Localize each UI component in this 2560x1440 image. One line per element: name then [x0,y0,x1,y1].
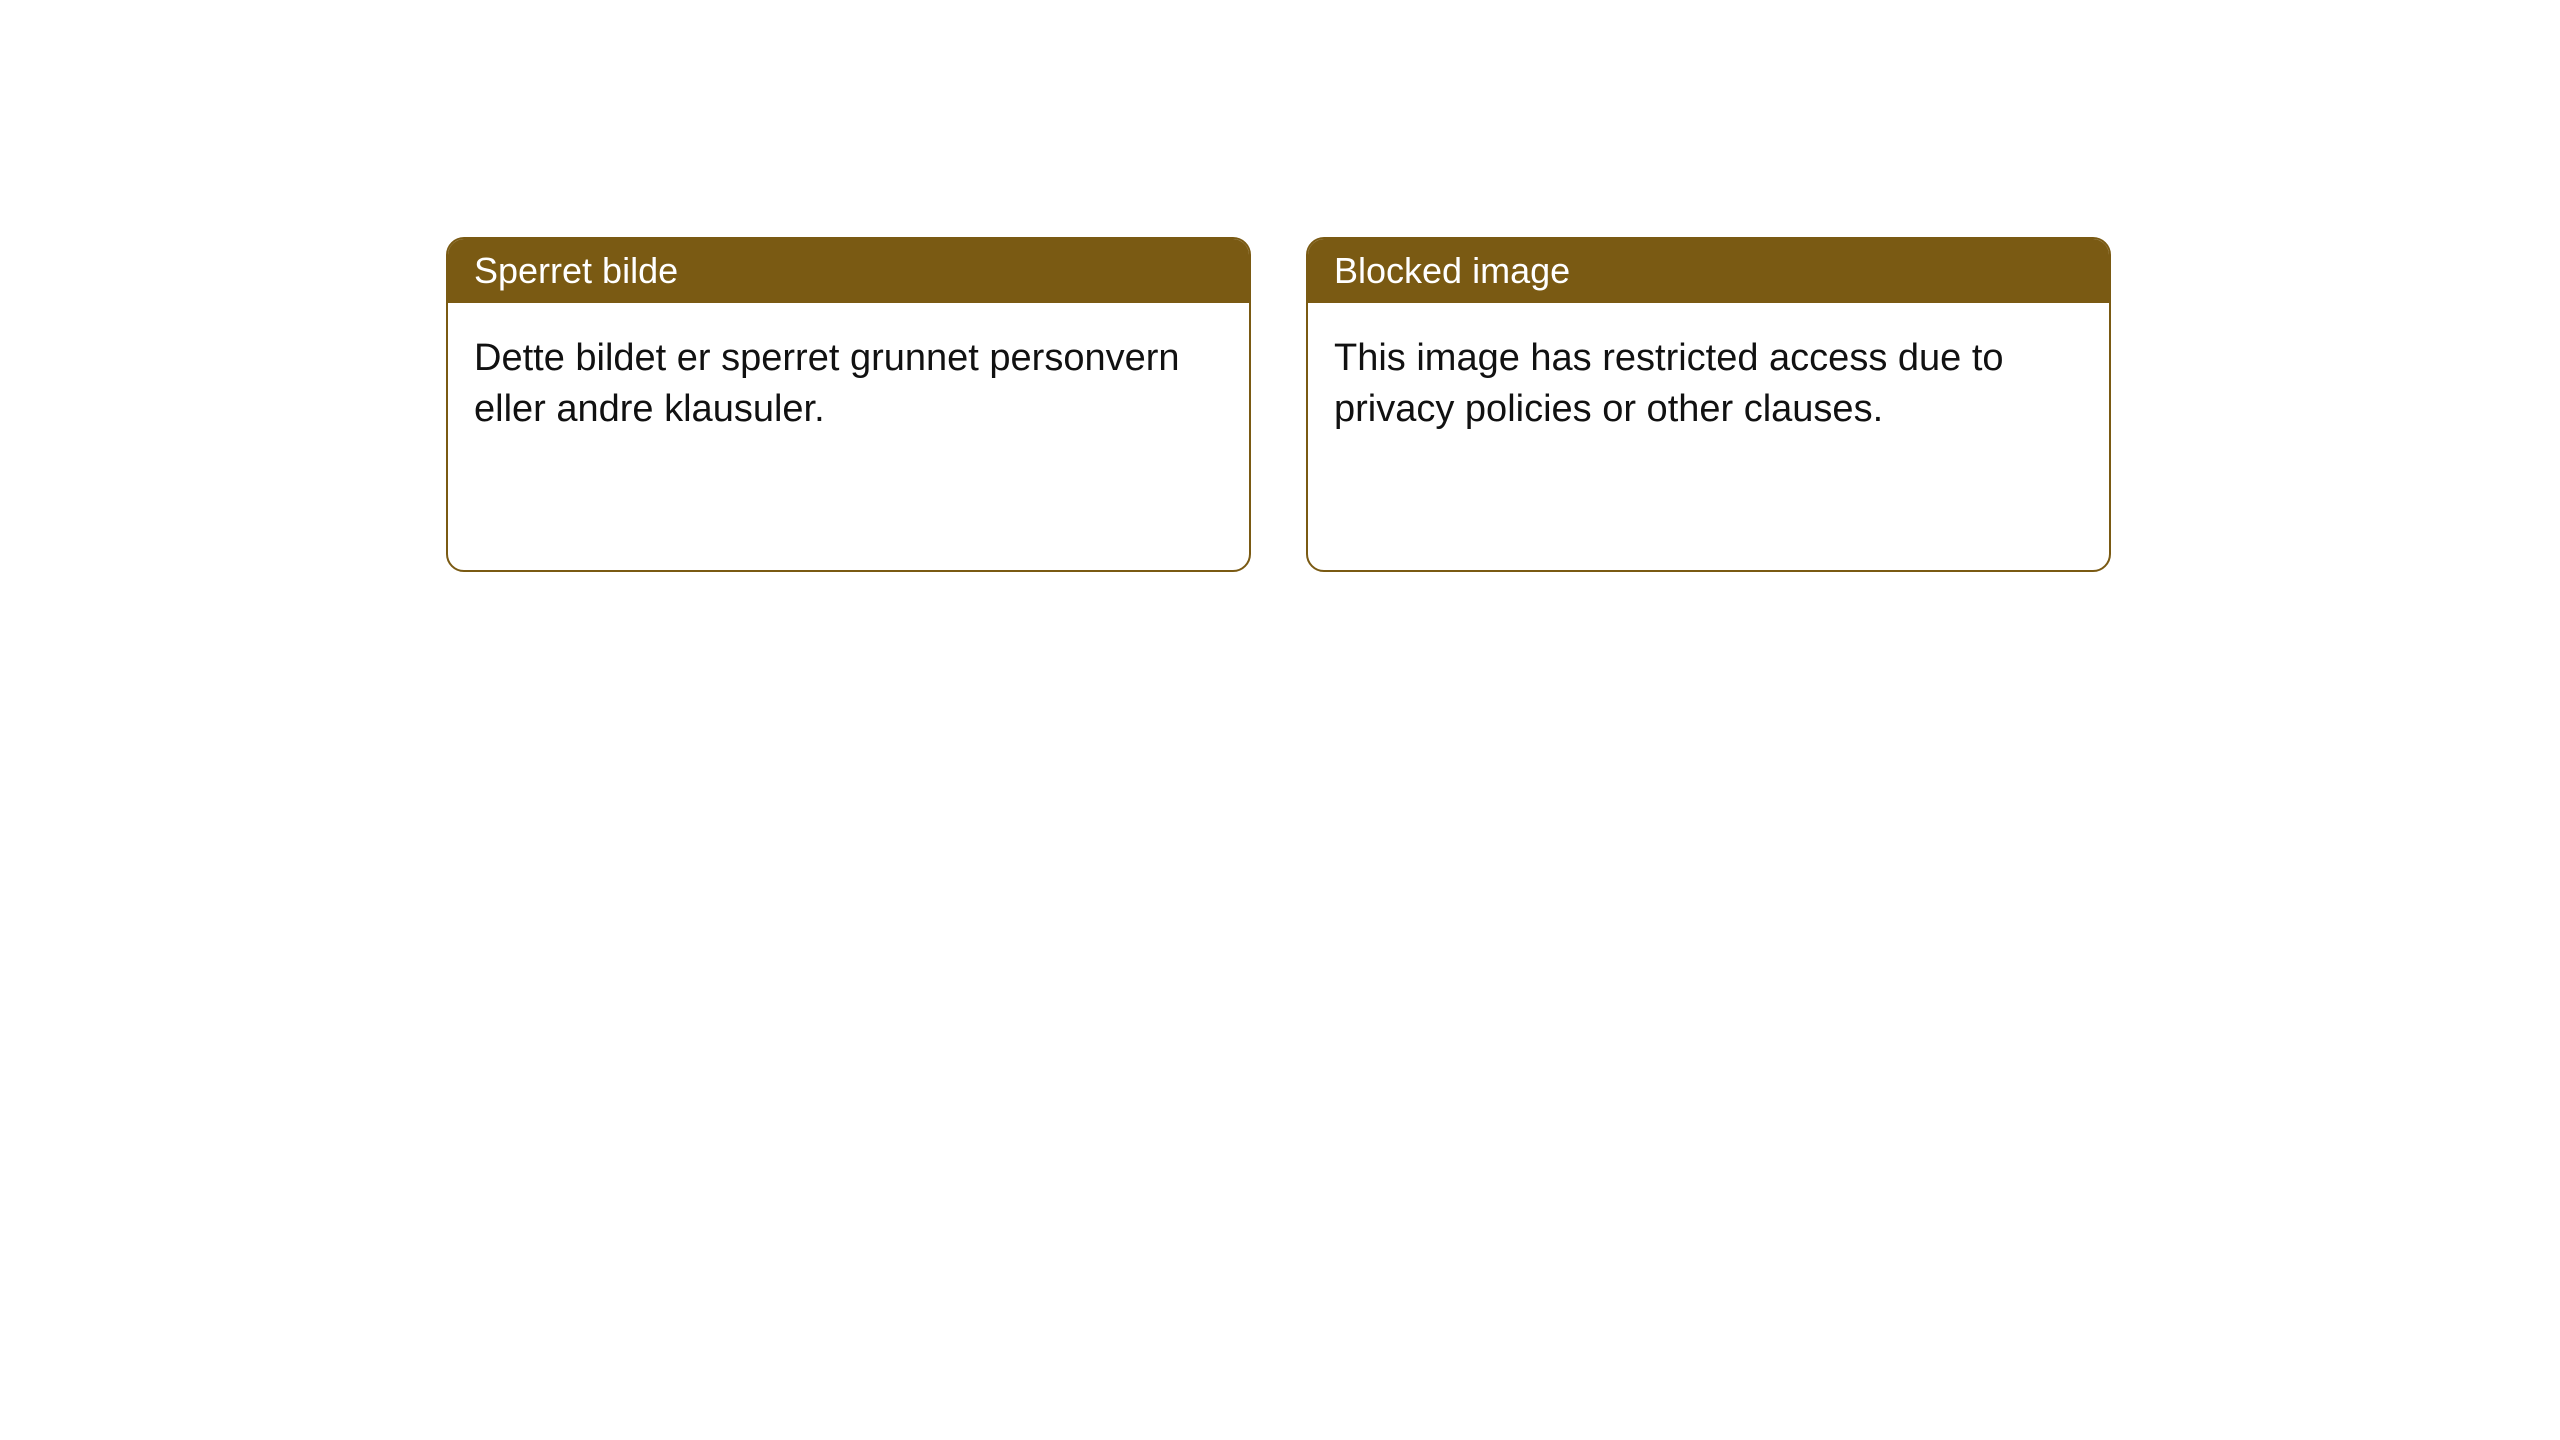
notice-cards-container: Sperret bilde Dette bildet er sperret gr… [446,237,2111,572]
card-body: This image has restricted access due to … [1308,303,2109,466]
notice-card-english: Blocked image This image has restricted … [1306,237,2111,572]
card-title: Blocked image [1334,250,1570,291]
card-header: Sperret bilde [448,239,1249,303]
card-body: Dette bildet er sperret grunnet personve… [448,303,1249,466]
card-body-text: This image has restricted access due to … [1334,337,2004,430]
card-header: Blocked image [1308,239,2109,303]
card-title: Sperret bilde [474,250,678,291]
card-body-text: Dette bildet er sperret grunnet personve… [474,337,1180,430]
notice-card-norwegian: Sperret bilde Dette bildet er sperret gr… [446,237,1251,572]
